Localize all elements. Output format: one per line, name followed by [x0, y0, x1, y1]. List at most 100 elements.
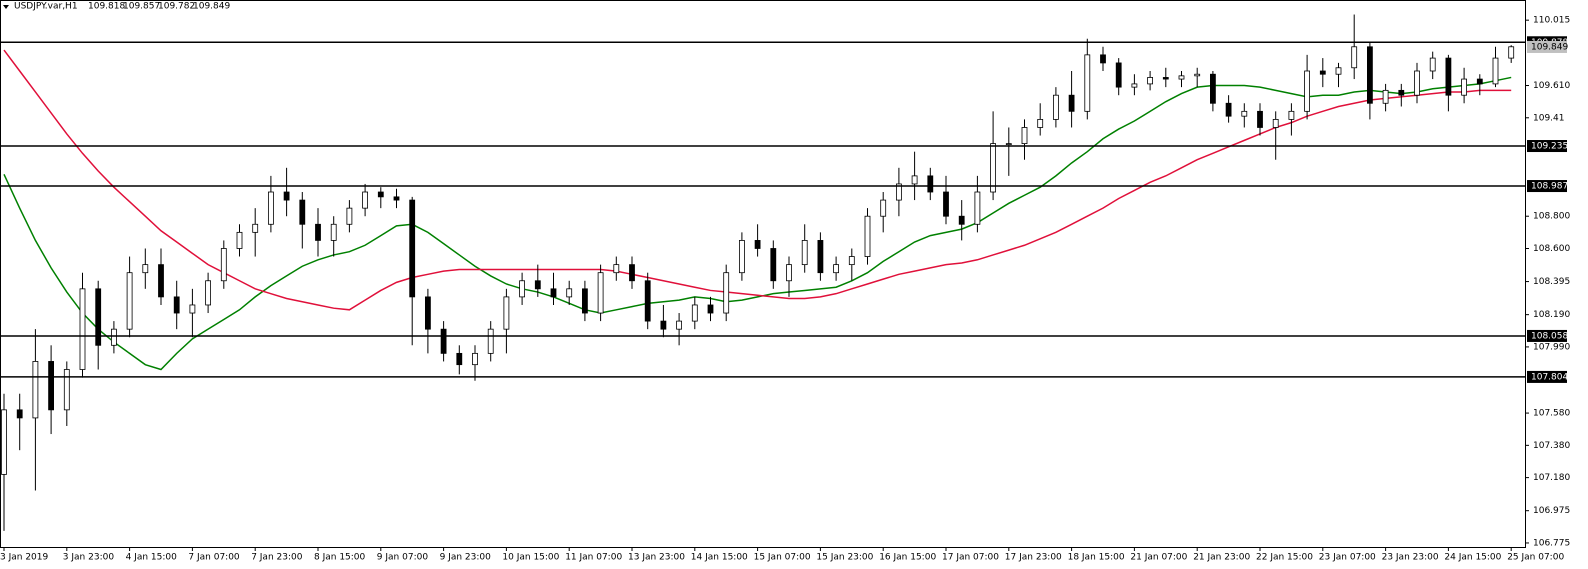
candle-body: [1288, 110, 1295, 120]
candle-body: [582, 288, 588, 314]
candle-body: [1257, 110, 1263, 128]
y-tick-label: 110.015: [1533, 16, 1570, 26]
candle-body: [111, 328, 117, 346]
candle-body: [1272, 119, 1279, 128]
x-tick-label: 11 Jan 07:00: [565, 553, 622, 563]
candle-body: [1100, 54, 1106, 64]
moving-average: [3, 76, 1512, 371]
candle-body: [487, 328, 494, 354]
x-tick-label: 17 Jan 07:00: [942, 553, 999, 563]
candle-body: [707, 304, 714, 314]
candle-body: [1492, 57, 1499, 85]
y-tick-label: 108.395: [1533, 277, 1570, 287]
candle-body: [786, 264, 792, 282]
candle-body: [1429, 57, 1436, 72]
candle-body: [1414, 70, 1420, 96]
candle-body: [189, 304, 196, 314]
candle-body: [503, 296, 510, 330]
current-price-box: [1527, 40, 1567, 53]
x-tick-label: 3 Jan 23:00: [63, 553, 115, 563]
x-tick-label: 15 Jan 23:00: [816, 553, 873, 563]
x-tick-label: 21 Jan 07:00: [1130, 553, 1187, 563]
level-label: 109.235: [1531, 142, 1568, 152]
candle-body: [691, 304, 698, 322]
candle-body: [1084, 54, 1091, 112]
candle-body: [252, 223, 259, 233]
candle-body: [848, 256, 855, 266]
candle-body: [958, 215, 965, 225]
x-tick-label: 9 Jan 07:00: [377, 553, 429, 563]
y-tick-label: 106.775: [1533, 538, 1570, 548]
candle-body: [1476, 78, 1483, 85]
candle-body: [173, 296, 180, 314]
candle-body: [95, 288, 102, 346]
candle-body: [1241, 110, 1248, 117]
candle-body: [16, 409, 23, 419]
candle-body: [1445, 57, 1452, 96]
candle-body: [1382, 89, 1389, 104]
y-tick-label: 106.975: [1533, 506, 1570, 516]
candle-body: [896, 183, 902, 201]
candle-body: [267, 191, 274, 225]
candle-body: [1194, 73, 1201, 77]
x-tick-label: 23 Jan 23:00: [1382, 553, 1439, 563]
candle-body: [456, 352, 463, 366]
level-label: 107.804: [1531, 372, 1568, 382]
candle-body: [990, 143, 996, 193]
y-tick-label: 107.990: [1533, 342, 1570, 352]
candle-body: [1053, 94, 1059, 120]
candle-body: [315, 223, 321, 241]
candle-body: [1351, 46, 1358, 69]
candle-body: [236, 231, 243, 249]
candle-body: [362, 191, 369, 209]
level-label: 108.058: [1531, 331, 1568, 341]
candle-body: [660, 320, 667, 330]
candle-body: [801, 240, 808, 266]
level-label-box: [1527, 180, 1567, 193]
candle-body: [1037, 119, 1044, 128]
candle-body: [1508, 46, 1515, 59]
menu-arrow[interactable]: [3, 5, 9, 9]
x-tick-label: 14 Jan 15:00: [691, 553, 748, 563]
candle-body: [1, 409, 7, 475]
candle-body: [1147, 77, 1153, 85]
candle-body: [1162, 77, 1169, 80]
candle-body: [205, 280, 212, 306]
candle-body: [440, 328, 447, 354]
y-tick-label: 109.41: [1533, 113, 1565, 123]
candle-body: [519, 280, 525, 298]
candle-body: [911, 175, 918, 185]
y-tick-label: 107.580: [1533, 409, 1570, 419]
x-tick-label: 3 Jan 2019: [0, 553, 48, 563]
y-tick-label: 108.800: [1533, 212, 1570, 222]
candle-body: [550, 288, 557, 298]
x-tick-label: 7 Jan 07:00: [188, 553, 240, 563]
candle-body: [644, 280, 651, 322]
candle-body: [817, 240, 824, 274]
candle-body: [220, 248, 227, 282]
level-label-box: [1527, 370, 1567, 383]
candle-body: [48, 361, 54, 411]
candle-body: [1068, 94, 1075, 112]
candle-body: [346, 207, 353, 225]
candle-body: [1005, 143, 1012, 146]
candle-body: [32, 361, 39, 419]
candle-body: [613, 264, 620, 274]
header-price: 109.782: [158, 2, 195, 12]
candle-body: [927, 175, 934, 193]
candle-body: [676, 320, 682, 330]
candle-body: [974, 191, 981, 225]
x-tick-label: 13 Jan 23:00: [628, 553, 685, 563]
candle-body: [142, 264, 149, 274]
header-price: 109.849: [193, 2, 230, 12]
x-tick-label: 18 Jan 15:00: [1068, 553, 1125, 563]
x-tick-label: 15 Jan 07:00: [754, 553, 811, 563]
x-tick-label: 8 Jan 15:00: [314, 553, 366, 563]
candle-body: [377, 191, 384, 198]
level-label: 108.987: [1531, 182, 1568, 192]
candle-body: [283, 191, 290, 201]
candle-body: [566, 288, 573, 298]
header-price: 109.818: [88, 2, 125, 12]
symbol-title: USDJPY.var,H1: [14, 2, 78, 12]
